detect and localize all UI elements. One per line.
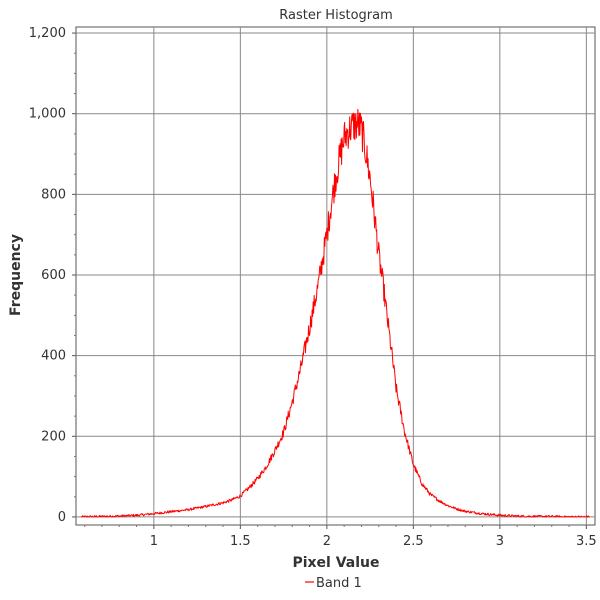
x-tick-label: 1	[150, 534, 158, 549]
plot-area	[75, 26, 596, 526]
plot-frame	[75, 26, 596, 526]
x-tick-label: 3	[496, 534, 504, 549]
legend-label-band-1: Band 1	[316, 576, 362, 591]
x-tick-label: 2.5	[403, 534, 424, 549]
y-tick-label: 1,200	[29, 26, 66, 41]
chart-title: Raster Histogram	[279, 8, 393, 23]
x-tick-label: 3.5	[576, 534, 597, 549]
x-axis-title: Pixel Value	[292, 555, 379, 571]
y-axis-title: Frequency	[8, 234, 24, 316]
y-tick-label: 400	[41, 349, 66, 364]
y-tick-label: 200	[41, 429, 66, 444]
grid-lines	[76, 27, 595, 525]
legend: Band 1	[305, 576, 362, 591]
y-tick-label: 0	[58, 510, 66, 525]
x-axis: 1 1.5 2 2.5 3 3.5	[84, 525, 597, 549]
y-axis: 0 200 400 600 800 1,000 1,200	[29, 26, 76, 525]
x-tick-label: 2	[323, 534, 331, 549]
y-tick-label: 600	[41, 268, 66, 283]
series-group	[80, 108, 590, 518]
y-tick-label: 1,000	[29, 107, 66, 122]
x-tick-label: 1.5	[230, 534, 251, 549]
y-tick-label: 800	[41, 187, 66, 202]
series-line-band-1	[80, 108, 590, 518]
